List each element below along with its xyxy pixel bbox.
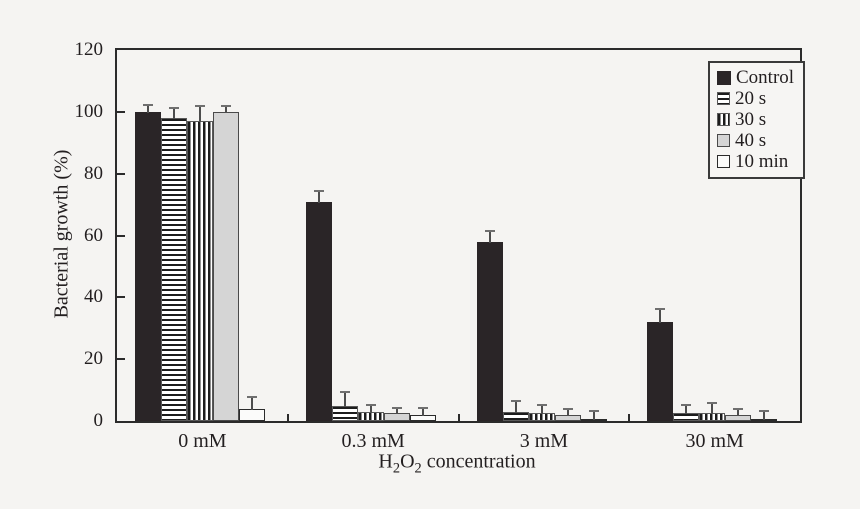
legend-label: 20 s (735, 88, 767, 109)
error-bar-whisker (685, 405, 688, 415)
legend-item-40s: 40 s (717, 130, 794, 151)
y-axis-tick (117, 172, 125, 175)
y-axis-tick (117, 110, 125, 113)
error-bar-whisker (369, 405, 372, 413)
error-bar-whisker (763, 411, 766, 421)
x-axis-category-label: 0 mM (178, 430, 227, 452)
error-bar-whisker (395, 408, 398, 415)
x-axis-group-separator-tick (286, 414, 289, 421)
legend-item-30s: 30 s (717, 109, 794, 130)
error-bar-whisker (199, 107, 201, 123)
error-bar-whisker (737, 410, 740, 416)
y-axis-tick-label: 0 (93, 410, 104, 432)
x-axis-group-separator-tick (628, 414, 631, 421)
legend-label: Control (736, 67, 795, 88)
error-bar-cap (655, 307, 666, 310)
error-bar-cap (391, 406, 402, 409)
x-axis-category-label: 30 mM (685, 430, 744, 452)
legend-label: 10 min (735, 151, 789, 172)
legend-item-10min: 10 min (717, 151, 794, 172)
legend-label: 30 s (735, 109, 767, 130)
error-bar-cap (365, 403, 376, 406)
error-bar-whisker (711, 404, 714, 415)
bar-20s-0.3mM (331, 405, 358, 421)
error-bar-whisker (592, 411, 595, 421)
plot-area: 0 20 40 60 80 100 120 0 mM 0.3 mM 3 mM 30 mM (75, 40, 802, 452)
bar-20s-0mM (161, 118, 187, 421)
y-axis-tick-label: 100 (74, 100, 104, 122)
y-axis-tick-label: 120 (74, 39, 104, 61)
error-bar-cap (510, 400, 521, 403)
error-bar-cap (417, 407, 428, 410)
legend-swatch-solid-black-icon (717, 70, 731, 85)
error-bar-cap (313, 190, 324, 193)
y-axis-tick-label: 40 (84, 286, 103, 308)
error-bar-cap (484, 230, 495, 233)
error-bar-whisker (540, 405, 543, 415)
y-axis-tick (117, 296, 125, 299)
x-axis-category-label: 3 mM (519, 430, 569, 452)
bar-30s-0.3mM (357, 411, 384, 421)
error-bar-whisker (514, 402, 517, 413)
y-axis-tick-label: 80 (84, 162, 103, 184)
bar-Control-3mM (476, 241, 503, 421)
error-bar-cap (247, 395, 257, 398)
error-bar-cap (221, 105, 231, 108)
y-axis-tick-label: 20 (84, 348, 103, 370)
y-axis-tick (117, 234, 125, 237)
error-bar-cap (733, 408, 744, 411)
error-bar-whisker (488, 232, 491, 243)
bar-30s-0mM (187, 121, 213, 421)
x-axis-category-label: 0.3 mM (341, 430, 405, 452)
error-bar-whisker (173, 108, 175, 120)
error-bar-cap (562, 408, 573, 411)
bar-20s-3mM (502, 411, 529, 421)
error-bar-cap (759, 409, 770, 412)
error-bar-cap (143, 103, 153, 106)
error-bar-whisker (566, 410, 569, 416)
bar-40s-0.3mM (383, 413, 410, 421)
legend-item-Control: Control (717, 67, 794, 88)
bar-30s-3mM (528, 413, 555, 421)
legend: Control 20 s 30 s 40 s 10 min (708, 61, 806, 179)
y-axis-tick (117, 358, 125, 361)
bar-Control-0.3mM (305, 201, 332, 421)
legend-item-20s: 20 s (717, 88, 794, 109)
bar-10min-0mM (239, 408, 265, 421)
bar-40s-0mM (213, 111, 239, 421)
error-bar-whisker (317, 192, 320, 203)
legend-swatch-solid-gray-icon (717, 134, 730, 147)
legend-swatch-h-stripes-icon (717, 92, 730, 105)
error-bar-whisker (659, 309, 662, 324)
error-bar-cap (169, 106, 179, 109)
x-axis-group-separator-tick (457, 414, 460, 421)
legend-swatch-solid-white-icon (717, 155, 730, 168)
bar-Control-30mM (647, 322, 674, 421)
error-bar-cap (681, 403, 692, 406)
bar-20s-30mM (673, 413, 700, 421)
error-bar-cap (536, 403, 547, 406)
error-bar-whisker (421, 409, 424, 417)
y-axis-tick-label: 60 (84, 224, 103, 246)
error-bar-whisker (251, 397, 253, 410)
x-axis-title: H2O2 concentration (378, 450, 536, 477)
bar-30s-30mM (699, 413, 726, 421)
bar-Control-0mM (135, 111, 161, 421)
legend-swatch-v-stripes-icon (717, 113, 730, 126)
error-bar-cap (707, 402, 718, 404)
error-bar-cap (195, 105, 205, 108)
error-bar-cap (588, 409, 599, 412)
error-bar-whisker (343, 393, 346, 407)
error-bar-whisker (147, 105, 149, 113)
error-bar-whisker (225, 107, 227, 113)
error-bar-cap (339, 391, 350, 394)
legend-label: 40 s (735, 130, 767, 151)
